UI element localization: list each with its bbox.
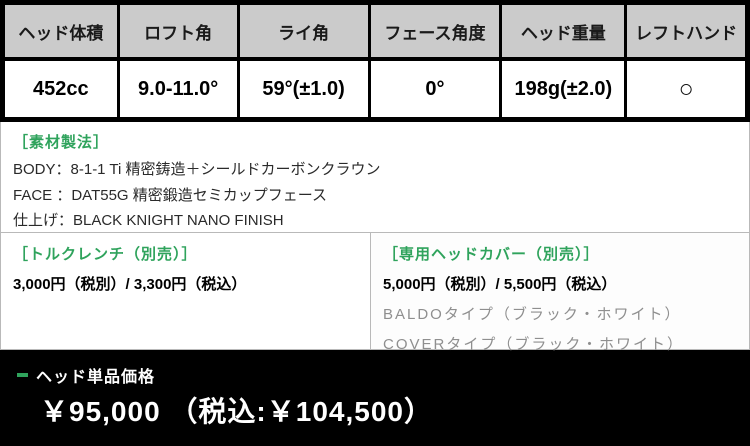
price-label-row: ヘッド単品価格 bbox=[0, 363, 750, 387]
header-face-angle: フェース角度 bbox=[367, 5, 500, 57]
value-loft-angle: 9.0-11.0° bbox=[116, 61, 237, 117]
accessories-section: ［トルクレンチ（別売）］ 3,000円（税別）/ 3,300円（税込） ［専用ヘ… bbox=[0, 233, 750, 353]
value-head-volume: 452cc bbox=[33, 77, 89, 100]
head-cover-option-baldo: BALDOタイプ（ブラック・ホワイト） bbox=[383, 306, 682, 323]
spec-table: ヘッド体積 ロフト角 ライ角 フェース角度 ヘッド重量 レフトハンド 452cc… bbox=[0, 0, 750, 122]
value-lie-angle: 59°(±1.0) bbox=[236, 61, 368, 117]
price-banner: ヘッド単品価格 ￥95,000 （税込:￥104,500） bbox=[0, 350, 750, 446]
header-loft-angle: ロフト角 bbox=[116, 5, 237, 57]
materials-line-finish: 仕上げ：BLACK KNIGHT NANO FINISH bbox=[13, 212, 284, 229]
torque-wrench-panel: ［トルクレンチ（別売）］ 3,000円（税別）/ 3,300円（税込） bbox=[1, 233, 371, 349]
header-head-volume: ヘッド体積 bbox=[5, 5, 117, 57]
torque-wrench-price: 3,000円（税別）/ 3,300円（税込） bbox=[13, 276, 247, 293]
head-cover-option-cover: COVERタイプ（ブラック・ホワイト） bbox=[383, 336, 685, 353]
spec-table-value-row: 452cc 9.0-11.0° 59°(±1.0) 0° 198g(±2.0) … bbox=[5, 61, 745, 117]
value-face-angle: 0° bbox=[367, 61, 500, 117]
materials-heading: ［素材製法］ bbox=[13, 134, 110, 151]
materials-line-face: FACE ：DAT55G 精密鍛造セミカップフェース bbox=[13, 186, 328, 204]
value-left-hand-circle: ○ bbox=[624, 61, 745, 117]
price-label: ヘッド単品価格 bbox=[36, 369, 156, 386]
value-head-weight: 198g(±2.0) bbox=[499, 61, 624, 117]
green-dash-icon bbox=[17, 373, 28, 377]
head-cover-panel: ［専用ヘッドカバー（別売）］ 5,000円（税別）/ 5,500円（税込） BA… bbox=[371, 233, 749, 353]
header-head-weight: ヘッド重量 bbox=[499, 5, 625, 57]
materials-line-body: BODY：8-1-1 Ti 精密鋳造＋シールドカーボンクラウン bbox=[13, 161, 381, 178]
spec-table-header-row: ヘッド体積 ロフト角 ライ角 フェース角度 ヘッド重量 レフトハンド bbox=[5, 5, 745, 61]
head-cover-heading: ［専用ヘッドカバー（別売）］ bbox=[383, 246, 600, 263]
materials-section: ［素材製法］ BODY：8-1-1 Ti 精密鋳造＋シールドカーボンクラウン F… bbox=[0, 122, 750, 233]
header-left-hand: レフトハンド bbox=[624, 5, 745, 57]
price-value: ￥95,000 （税込:￥104,500） bbox=[40, 396, 433, 427]
header-lie-angle: ライ角 bbox=[236, 5, 368, 57]
head-cover-price: 5,000円（税別）/ 5,500円（税込） bbox=[383, 276, 617, 293]
torque-wrench-heading: ［トルクレンチ（別売）］ bbox=[13, 246, 198, 263]
